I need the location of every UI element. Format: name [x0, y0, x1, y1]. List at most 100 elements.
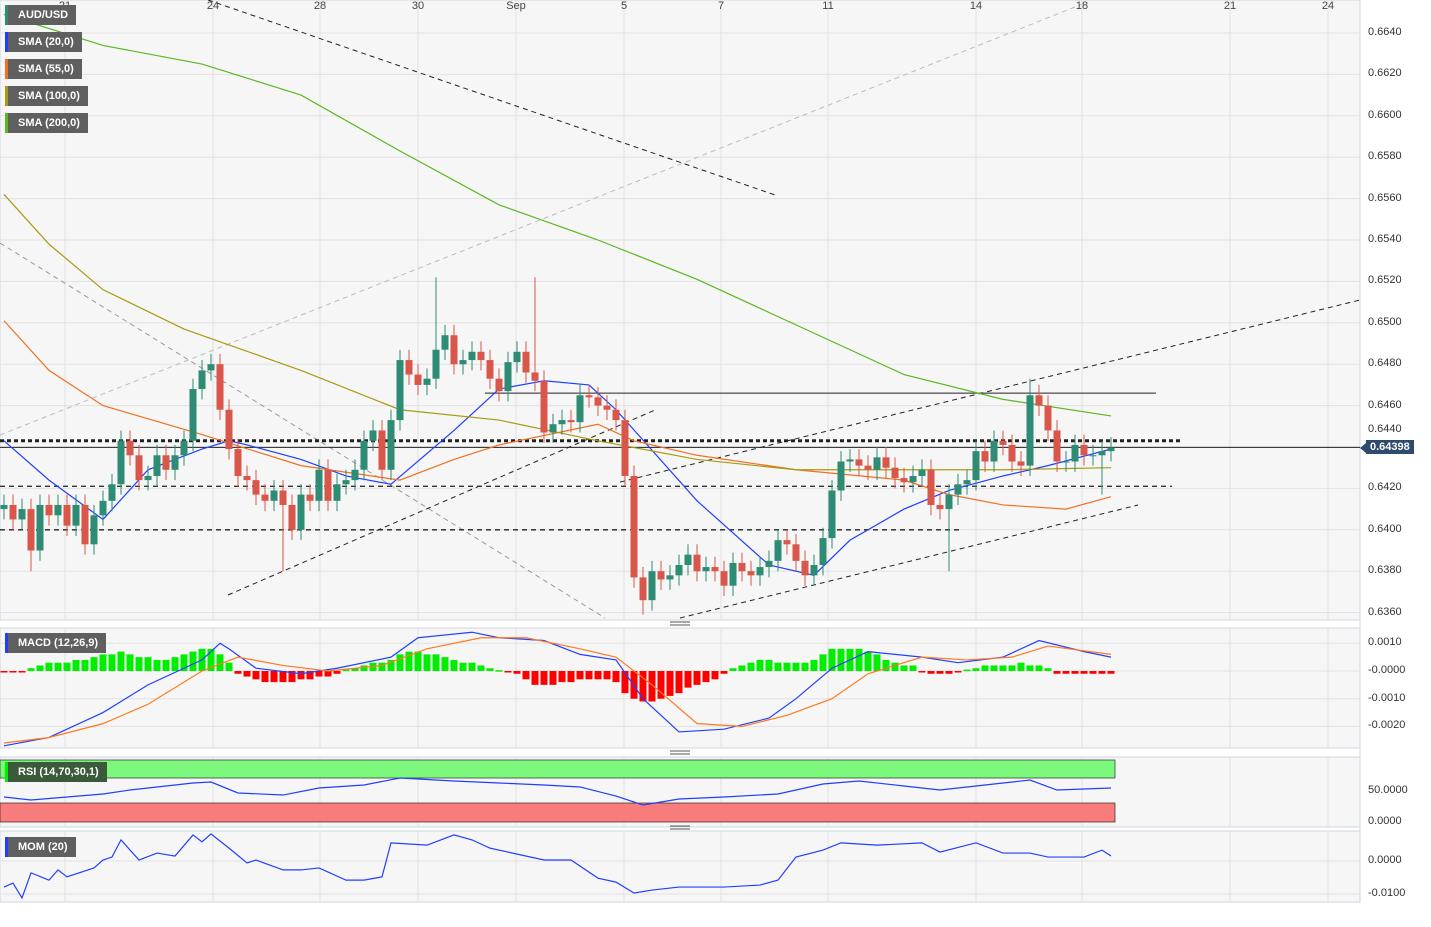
candle-bullish — [954, 484, 962, 495]
legend-sma200[interactable]: SMA (200,0) — [5, 113, 88, 133]
legend-rsi[interactable]: RSI (14,70,30,1) — [5, 762, 107, 782]
rsi-oversold-band — [0, 802, 1116, 823]
candle-bullish — [441, 335, 449, 350]
candle-bullish — [72, 504, 80, 526]
candle-bearish — [639, 577, 647, 601]
candle-bearish — [612, 409, 620, 421]
macd-histogram-bar — [423, 654, 431, 671]
candle-bearish — [378, 430, 386, 470]
candle-bullish — [1026, 395, 1034, 466]
candle-bullish — [297, 494, 305, 530]
price-tick-label: 0.6440 — [1368, 423, 1402, 436]
macd-histogram-bar — [486, 668, 494, 671]
macd-histogram-bar — [189, 651, 197, 671]
candle-bearish — [1008, 444, 1016, 462]
candle-bearish — [324, 469, 332, 501]
macd-histogram-bar — [117, 651, 125, 671]
macd-histogram-bar — [738, 665, 746, 671]
candle-bearish — [9, 504, 17, 520]
legend-sma100[interactable]: SMA (100,0) — [5, 86, 88, 106]
macd-histogram-bar — [459, 662, 467, 671]
candle-bullish — [90, 515, 98, 545]
macd-histogram-bar — [18, 671, 26, 673]
candle-bullish — [36, 504, 44, 551]
candle-bullish — [189, 389, 197, 441]
macd-histogram-bar — [1071, 671, 1079, 674]
macd-histogram-bar — [333, 671, 341, 674]
candle-bullish — [1062, 461, 1070, 463]
date-tick-label: 11 — [822, 0, 834, 12]
candle-bullish — [117, 440, 125, 485]
macd-histogram-bar — [792, 662, 800, 671]
candle-bullish — [1098, 451, 1106, 456]
macd-histogram-bar — [0, 671, 8, 673]
legend-macd[interactable]: MACD (12,26,9) — [5, 633, 107, 653]
macd-histogram-bar — [99, 654, 107, 671]
rsi-overbought-band — [0, 759, 1116, 779]
candle-bearish — [720, 571, 728, 586]
macd-tick-label: -0.0020 — [1368, 719, 1406, 732]
price-tick-label: 0.6520 — [1368, 274, 1402, 287]
candle-bearish — [405, 360, 413, 375]
macd-histogram-bar — [621, 671, 629, 694]
macd-histogram-bar — [990, 665, 998, 671]
macd-histogram-bar — [972, 668, 980, 671]
candle-bearish — [135, 455, 143, 481]
candle-bullish — [351, 469, 359, 481]
macd-histogram-bar — [711, 671, 719, 680]
candle-bullish — [333, 484, 341, 501]
macd-histogram-bar — [1035, 665, 1043, 671]
legend-mom[interactable]: MOM (20) — [5, 837, 76, 857]
macd-histogram-bar — [288, 671, 296, 683]
macd-tick-label: -0.0000 — [1368, 664, 1406, 676]
macd-histogram-bar — [585, 671, 593, 680]
macd-histogram-bar — [900, 665, 908, 671]
macd-histogram-bar — [468, 662, 476, 671]
macd-histogram-bar — [891, 662, 899, 671]
candle-bullish — [729, 562, 737, 586]
candle-bearish — [657, 571, 665, 580]
macd-histogram-bar — [927, 671, 935, 674]
macd-series — [0, 631, 1115, 747]
date-tick-label: 5 — [620, 0, 628, 12]
candle-bearish — [900, 478, 908, 483]
macd-histogram-bar — [126, 654, 134, 671]
macd-histogram-bar — [153, 659, 161, 671]
rsi-bands — [0, 759, 1116, 823]
candle-bearish — [927, 469, 935, 505]
candle-bearish — [414, 374, 422, 385]
price-tick-label: 0.6540 — [1368, 233, 1402, 245]
macd-histogram-bar — [477, 665, 485, 671]
legend-symbol[interactable]: AUD/USD — [5, 5, 77, 25]
candle-bearish — [603, 405, 611, 410]
macd-histogram-bar — [693, 671, 701, 685]
macd-histogram-bar — [27, 668, 35, 671]
price-tick-label: 0.6400 — [1368, 522, 1402, 535]
macd-histogram-bar — [1089, 671, 1097, 674]
price-tick-label: 0.6620 — [1368, 67, 1402, 80]
legend-sma55[interactable]: SMA (55,0) — [5, 59, 82, 79]
macd-histogram-bar — [432, 654, 440, 671]
mom-tick-label: -0.0100 — [1368, 887, 1406, 899]
panel-resize-handles[interactable] — [670, 621, 690, 830]
candle-bearish — [738, 562, 746, 572]
rsi-tick-label: 0.0000 — [1368, 815, 1402, 827]
candle-bearish — [891, 467, 899, 479]
candle-bearish — [1044, 405, 1052, 431]
macd-histogram-bar — [1044, 668, 1052, 671]
macd-histogram-bar — [216, 654, 224, 671]
candle-bullish — [198, 370, 206, 390]
candle-bearish — [882, 457, 890, 468]
macd-histogram-bar — [135, 657, 143, 671]
date-tick-label: 7 — [717, 0, 725, 12]
macd-histogram-bar — [495, 670, 503, 672]
legend-sma20[interactable]: SMA (20,0) — [5, 32, 82, 52]
macd-tick-label: -0.0010 — [1368, 691, 1406, 704]
trendline-ascending-2 — [619, 299, 1361, 483]
macd-histogram-bar — [756, 659, 764, 671]
candle-bearish — [45, 504, 53, 516]
macd-histogram-bar — [252, 671, 260, 680]
candle-bullish — [945, 494, 953, 510]
macd-histogram-bar — [234, 671, 242, 674]
